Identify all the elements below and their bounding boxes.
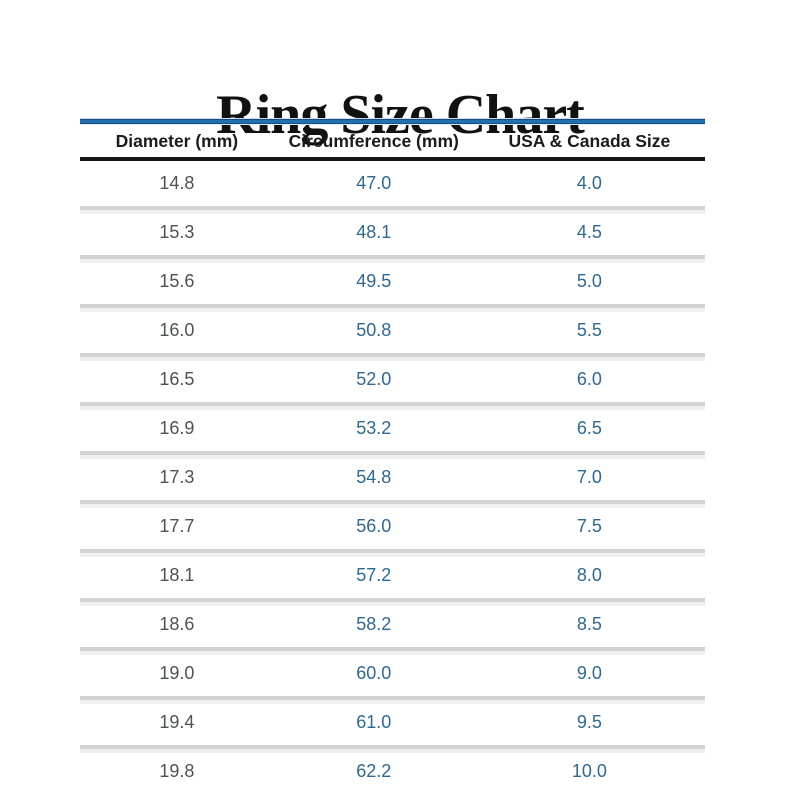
cell-diameter: 18.6 [159,614,195,634]
table-row: 15.3 48.1 4.5 [80,210,705,255]
table-row: 16.9 53.2 6.5 [80,406,705,451]
cell-circumference: 61.0 [356,712,392,732]
cell-circumference: 48.1 [356,222,392,242]
header-rule-line [80,157,705,161]
cell-circumference: 60.0 [356,663,392,683]
header-cell-circumference: Circumference (mm) [288,130,459,151]
row-separator [80,255,705,259]
cell-size: 8.0 [576,565,602,585]
row-separator [80,696,705,700]
cell-circumference: 53.2 [356,418,392,438]
row-separator [80,647,705,651]
cell-size: 7.5 [576,516,602,536]
cell-diameter: 15.3 [159,222,195,242]
cell-diameter: 19.0 [159,663,195,683]
table-row: 15.6 49.5 5.0 [80,259,705,304]
table-row: 16.5 52.0 6.0 [80,357,705,402]
table-row: 18.6 58.2 8.5 [80,602,705,647]
row-separator [80,549,705,553]
cell-diameter: 16.9 [159,418,195,438]
table-row: 17.3 54.8 7.0 [80,455,705,500]
cell-diameter: 15.6 [159,271,195,291]
table-row: 14.8 47.0 4.0 [80,161,705,206]
cell-diameter: 16.0 [159,320,195,340]
table-row: 18.1 57.2 8.0 [80,553,705,598]
cell-diameter: 14.8 [159,173,195,193]
cell-circumference: 56.0 [356,516,392,536]
cell-circumference: 50.8 [356,320,392,340]
cell-diameter: 18.1 [159,565,195,585]
cell-circumference: 47.0 [356,173,392,193]
row-separator [80,451,705,455]
table-row: 19.8 62.2 10.0 [80,749,705,794]
cell-diameter: 19.8 [159,761,195,781]
header-cell-diameter: Diameter (mm) [115,130,239,151]
cell-circumference: 58.2 [356,614,392,634]
cell-diameter: 16.5 [159,369,195,389]
cell-size: 5.5 [576,320,602,340]
table-row: 19.4 61.0 9.5 [80,700,705,745]
table-row: 19.0 60.0 9.0 [80,651,705,696]
row-separator [80,500,705,504]
cell-diameter: 17.3 [159,467,195,487]
cell-size: 5.0 [576,271,602,291]
cell-size: 6.5 [576,418,602,438]
row-separator [80,353,705,357]
cell-diameter: 19.4 [159,712,195,732]
row-separator [80,206,705,210]
cell-size: 8.5 [576,614,602,634]
cell-circumference: 52.0 [356,369,392,389]
cell-circumference: 62.2 [356,761,392,781]
cell-circumference: 57.2 [356,565,392,585]
cell-size: 4.0 [576,173,602,193]
cell-size: 4.5 [576,222,602,242]
table-row: 16.0 50.8 5.5 [80,308,705,353]
page-title: Ring Size Chart [216,83,585,146]
table-row: 17.7 56.0 7.5 [80,504,705,549]
cell-size: 9.5 [576,712,602,732]
cell-size: 7.0 [576,467,602,487]
cell-size: 10.0 [571,761,607,781]
cell-diameter: 17.7 [159,516,195,536]
cell-circumference: 49.5 [356,271,392,291]
cell-size: 6.0 [576,369,602,389]
header-cell-size: USA & Canada Size [508,130,671,151]
table-header-row: Diameter (mm) Circumference (mm) USA & C… [80,125,705,157]
accent-divider-line [80,118,705,125]
cell-circumference: 54.8 [356,467,392,487]
row-separator [80,745,705,749]
row-separator [80,304,705,308]
ring-size-table: Diameter (mm) Circumference (mm) USA & C… [80,118,705,794]
cell-size: 9.0 [576,663,602,683]
row-separator [80,598,705,602]
row-separator [80,402,705,406]
